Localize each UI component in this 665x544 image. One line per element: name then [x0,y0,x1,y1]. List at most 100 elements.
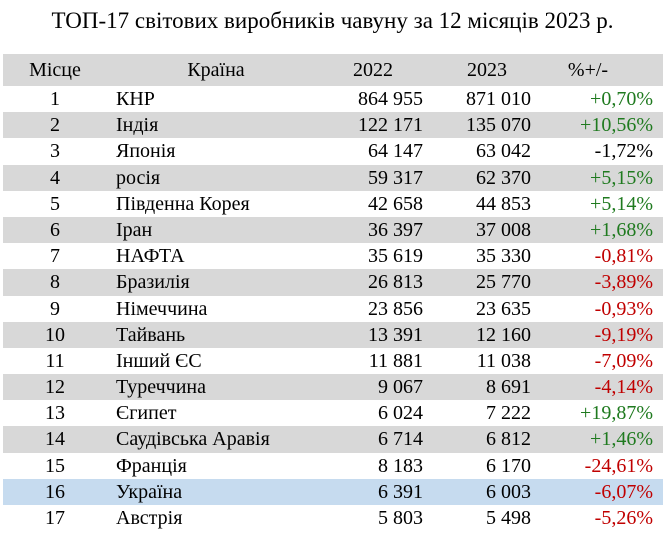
row-place: 15 [45,454,65,477]
row-value-2022: 13 391 [368,323,423,346]
header-change: %+/- [567,59,609,81]
row-value-2022: 42 658 [368,192,423,215]
table-row: 9 Німеччина 23 856 23 635 -0,93% [3,296,663,322]
row-place: 10 [45,323,65,346]
row-place: 7 [50,245,60,268]
row-change: -4,14% [594,376,653,399]
row-value-2023: 5 498 [486,507,531,529]
table-body: 1 КНР 864 955 871 010 +0,70% 2 Індія 122 171 135… [3,86,663,531]
row-place: 8 [50,271,60,294]
table-header: Місце Країна 2022 2023 %+/- [3,54,663,86]
row-country: росія [116,166,161,189]
row-change: -1,72% [594,140,653,163]
row-change: +1,46% [590,428,653,451]
table-row: 4 росія 59 317 62 370 +5,15% [3,164,663,191]
row-country: Тайвань [116,323,186,346]
row-value-2022: 23 856 [368,297,423,320]
table-row: 15 Франція 8 183 6 170 -24,61% [3,453,663,479]
row-value-2022: 9 067 [378,376,423,399]
row-place: 5 [50,192,60,215]
row-value-2023: 7 222 [486,402,531,425]
row-change: -24,61% [584,454,653,477]
row-country: Франція [116,454,187,477]
row-value-2023: 871 010 [466,88,531,110]
row-place: 1 [50,88,60,110]
row-place: 4 [50,166,60,189]
row-place: 17 [45,507,65,529]
row-value-2023: 12 160 [476,323,531,346]
row-value-2023: 44 853 [476,192,531,215]
row-country: Німеччина [116,297,208,320]
table-row: 10 Тайвань 13 391 12 160 -9,19% [3,321,663,348]
row-value-2022: 59 317 [368,166,423,189]
production-table: Місце Країна 2022 2023 %+/- 1 КНР 864 955 8… [3,54,663,531]
row-value-2022: 5 803 [378,507,423,529]
table-row: 16 Україна 6 391 6 003 -6,07% [3,478,663,505]
header-country: Країна [187,59,245,81]
table-row: 2 Індія 122 171 135 070 +10,56% [3,112,663,139]
header-2022: 2022 [353,59,393,81]
row-value-2022: 6 024 [378,402,423,425]
table-row: 8 Бразилія 26 813 25 770 -3,89% [3,269,663,296]
table-row: 1 КНР 864 955 871 010 +0,70% [3,86,663,112]
row-value-2022: 26 813 [368,271,423,294]
row-value-2023: 25 770 [476,271,531,294]
row-change: -0,81% [594,245,653,268]
row-change: -0,93% [594,297,653,320]
row-place: 14 [45,428,65,451]
row-value-2022: 35 619 [368,245,423,268]
row-value-2023: 6 170 [486,454,531,477]
row-change: -3,89% [594,271,653,294]
row-value-2023: 6 812 [486,428,531,451]
row-value-2023: 6 003 [486,480,531,503]
row-value-2023: 8 691 [486,376,531,399]
row-country: Туреччина [116,376,206,399]
row-change: -6,07% [594,480,653,503]
row-change: -5,26% [594,507,653,529]
row-value-2022: 8 183 [378,454,423,477]
row-change: +0,70% [590,88,653,110]
table-row: 3 Японія 64 147 63 042 -1,72% [3,138,663,164]
row-change: +1,68% [590,218,653,241]
table-row: 5 Південна Корея 42 658 44 853 +5,14% [3,191,663,217]
row-country: Іран [116,218,153,241]
row-country: Південна Корея [116,192,250,215]
row-change: +5,15% [590,166,653,189]
header-place: Місце [29,59,81,81]
row-value-2023: 63 042 [476,140,531,163]
row-value-2022: 6 391 [378,480,423,503]
row-change: -7,09% [594,349,653,372]
table-title: ТОП-17 світових виробників чавуну за 12 … [51,8,614,33]
row-value-2022: 11 881 [368,349,423,372]
row-change: +19,87% [580,402,653,425]
table-row: 11 Інший ЄС 11 881 11 038 -7,09% [3,348,663,374]
row-value-2022: 864 955 [358,88,423,110]
row-place: 16 [45,480,65,503]
row-change: -9,19% [594,323,653,346]
row-value-2023: 135 070 [466,114,531,137]
row-place: 13 [45,402,65,425]
row-place: 12 [45,376,65,399]
row-change: +10,56% [580,114,653,137]
row-value-2022: 64 147 [368,140,423,163]
table-row: 6 Іран 36 397 37 008 +1,68% [3,216,663,244]
row-value-2022: 6 714 [378,428,423,451]
row-country: Бразилія [116,271,190,294]
row-value-2023: 37 008 [476,218,531,241]
table-row: 14 Саудівська Аравія 6 714 6 812 +1,46% [3,426,663,453]
row-value-2022: 122 171 [358,114,423,137]
row-country: Австрія [116,507,183,529]
row-place: 11 [45,349,65,372]
row-country: Єгипет [116,402,177,425]
row-place: 3 [50,140,60,163]
row-value-2023: 62 370 [476,166,531,189]
row-value-2022: 36 397 [368,218,423,241]
row-place: 9 [50,297,60,320]
row-place: 6 [50,218,60,241]
row-country: Україна [116,480,183,503]
table-row: 7 НАФТА 35 619 35 330 -0,81% [3,243,663,269]
row-place: 2 [50,114,60,137]
row-value-2023: 35 330 [476,245,531,268]
table-row: 12 Туреччина 9 067 8 691 -4,14% [3,374,663,401]
table-row: 17 Австрія 5 803 5 498 -5,26% [3,505,663,531]
